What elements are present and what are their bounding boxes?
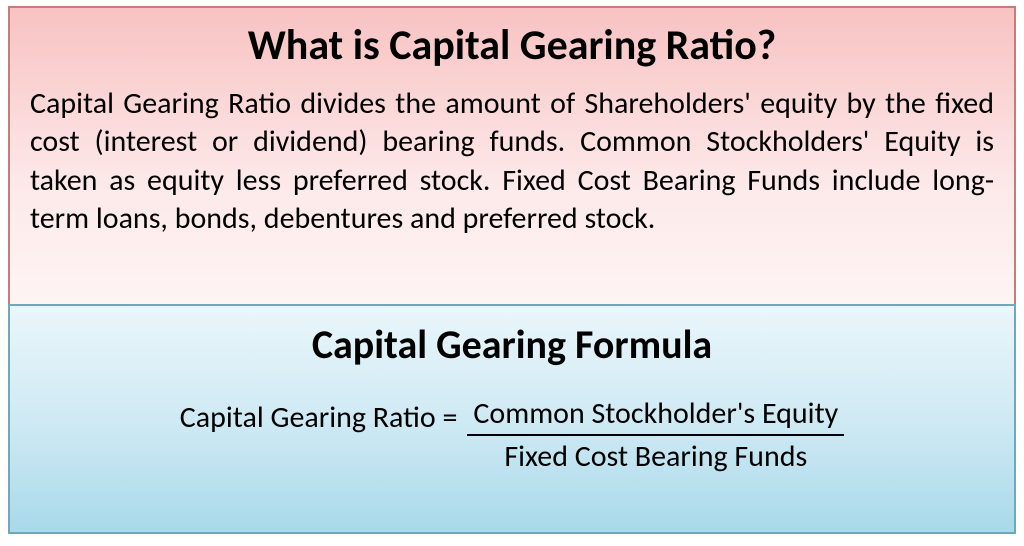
formula-title: Capital Gearing Formula (30, 320, 994, 369)
formula-expression: Capital Gearing Ratio = Common Stockhold… (30, 395, 994, 475)
formula-panel: Capital Gearing Formula Capital Gearing … (8, 304, 1016, 534)
formula-fraction: Common Stockholder's Equity Fixed Cost B… (467, 395, 844, 475)
formula-numerator: Common Stockholder's Equity (467, 395, 844, 436)
definition-panel: What is Capital Gearing Ratio? Capital G… (8, 6, 1016, 306)
definition-title: What is Capital Gearing Ratio? (30, 20, 994, 71)
definition-body: Capital Gearing Ratio divides the amount… (30, 85, 994, 239)
formula-left-side: Capital Gearing Ratio = (180, 395, 458, 436)
formula-denominator: Fixed Cost Bearing Funds (504, 436, 807, 475)
